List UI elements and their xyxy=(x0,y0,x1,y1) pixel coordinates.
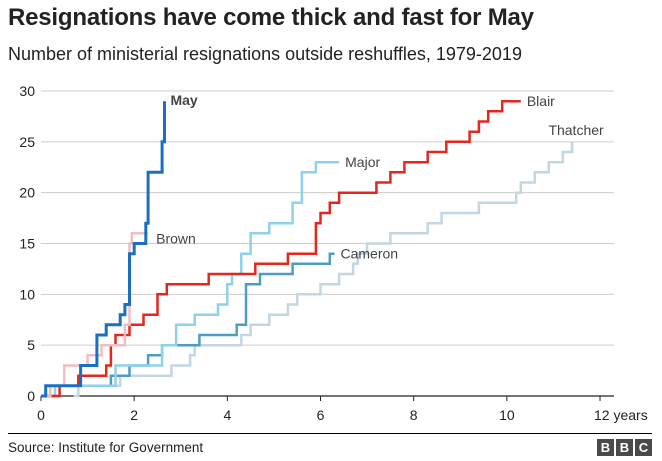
gridlines xyxy=(41,90,614,346)
series-line-brown xyxy=(41,232,149,398)
x-tick-label-8: 8 xyxy=(410,407,418,423)
source-note: Source: Institute for Government xyxy=(8,440,204,455)
y-tick-label-30: 30 xyxy=(19,83,35,99)
y-tick-label-0: 0 xyxy=(27,388,35,404)
y-tick-label-20: 20 xyxy=(19,185,35,201)
chart-title: Resignations have come thick and fast fo… xyxy=(8,4,534,31)
series-line-thatcher xyxy=(73,141,574,398)
x-tick-label-2: 2 xyxy=(130,407,138,423)
y-tick-label-10: 10 xyxy=(19,286,35,302)
axes: 0 5 10 15 20 25 30 0 2 4 6 8 10 12 years xyxy=(19,83,647,423)
x-tick-label-6: 6 xyxy=(317,407,325,423)
series-label-brown: Brown xyxy=(156,230,196,246)
y-tick-label-25: 25 xyxy=(19,134,35,150)
series-labels: Thatcher Cameron Major Blair Brown May xyxy=(156,92,604,262)
series-label-thatcher: Thatcher xyxy=(548,122,604,138)
x-tick-label-12: 12 years xyxy=(594,407,648,423)
series-line-major xyxy=(41,160,340,398)
series-line-blair xyxy=(41,99,521,398)
bbc-logo: B B C xyxy=(597,439,652,456)
x-tick-label-4: 4 xyxy=(223,407,231,423)
series-line-cameron xyxy=(41,252,335,398)
series-label-major: Major xyxy=(345,154,380,170)
bbc-logo-letter-2: B xyxy=(616,439,633,456)
line-chart: 0 5 10 15 20 25 30 0 2 4 6 8 10 12 years Thatcher Came… xyxy=(19,83,647,423)
y-tick-label-15: 15 xyxy=(19,236,35,252)
chart-subtitle: Number of ministerial resignations outsi… xyxy=(8,44,522,64)
series-lines xyxy=(41,99,574,398)
series-label-blair: Blair xyxy=(527,93,555,109)
series-label-cameron: Cameron xyxy=(340,246,398,262)
bbc-logo-letter-3: C xyxy=(635,439,652,456)
footer-divider xyxy=(8,433,652,434)
series-line-may xyxy=(41,101,166,398)
series-label-may: May xyxy=(170,92,197,108)
y-tick-label-5: 5 xyxy=(27,337,35,353)
x-tick-label-10: 10 xyxy=(499,407,515,423)
bbc-logo-letter-1: B xyxy=(597,439,614,456)
x-tick-label-0: 0 xyxy=(37,407,45,423)
